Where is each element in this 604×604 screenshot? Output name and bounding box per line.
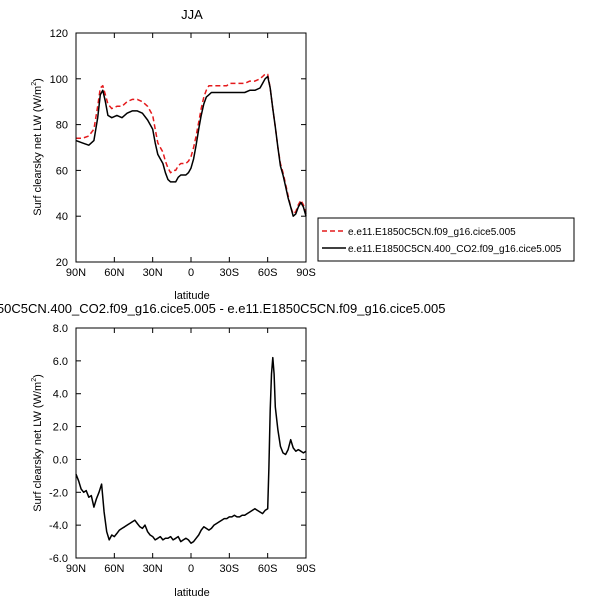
top-y-axis-title-tail: ) xyxy=(32,78,44,82)
top-legend-box xyxy=(317,217,575,262)
bottom-x-tick-label: 90N xyxy=(66,563,86,575)
bottom-y-tick-label: 8.0 xyxy=(53,323,68,335)
bottom-x-tick-label: 30N xyxy=(143,563,163,575)
top-y-tick-label: 100 xyxy=(50,74,68,86)
top-y-axis-title-main: Surf clearsky net LW (W/m xyxy=(32,86,44,216)
bottom-series-layer xyxy=(75,356,307,544)
bottom-x-tick-label: 60N xyxy=(104,563,124,575)
top-panel: JJA 90N 60N 30N 0 30S 60S 90S 20 40 60 80 100 120 la… xyxy=(31,7,575,302)
bottom-y-axis-title-tail: ) xyxy=(32,374,44,378)
legend-label-series-1: e.e11.E1850C5CN.f09_g16.cice5.005 xyxy=(348,227,516,238)
bottom-y-tick-label: -4.0 xyxy=(49,520,68,532)
bottom-y-tick-label: 2.0 xyxy=(53,422,68,434)
top-y-axis-title-superscript: 2 xyxy=(31,82,38,86)
bottom-panel-title: e.e11.E1850C5CN.400_CO2.f09_g16.cice5.00… xyxy=(0,301,445,316)
top-x-tick-label: 30S xyxy=(220,267,240,279)
legend-label-series-2: e.e11.E1850C5CN.400_CO2.f09_g16.cice5.00… xyxy=(348,244,562,255)
bottom-y-axis-title-superscript: 2 xyxy=(31,378,38,382)
top-y-tick-label: 80 xyxy=(56,120,68,132)
bottom-ticks-layer: 90N 60N 30N 0 30S 60S 90S -6.0 -4.0 -2.0 0.0 2.0 4.0… xyxy=(49,323,316,575)
bottom-y-tick-label: 4.0 xyxy=(53,389,68,401)
bottom-series-line-1 xyxy=(75,356,307,544)
bottom-plot-frame xyxy=(75,327,307,559)
top-panel-title: JJA xyxy=(181,7,203,22)
top-x-tick-label: 90N xyxy=(66,267,86,279)
bottom-x-tick-label: 0 xyxy=(188,563,194,575)
top-y-tick-label: 40 xyxy=(56,211,68,223)
top-y-tick-label: 120 xyxy=(50,28,68,40)
top-y-tick-label: 60 xyxy=(56,165,68,177)
top-y-axis-title: Surf clearsky net LW (W/m2) xyxy=(31,78,44,216)
bottom-y-tick-label: -6.0 xyxy=(49,553,68,565)
top-plot-frame xyxy=(75,32,307,263)
top-x-tick-label: 60N xyxy=(104,267,124,279)
bottom-y-axis-title: Surf clearsky net LW (W/m2) xyxy=(31,374,44,512)
bottom-y-axis-title-main: Surf clearsky net LW (W/m xyxy=(32,382,44,512)
top-x-tick-label: 30N xyxy=(143,267,163,279)
top-series-line-2 xyxy=(75,75,307,217)
top-series-layer xyxy=(75,73,307,217)
top-x-tick-label: 60S xyxy=(258,267,278,279)
bottom-x-tick-label: 30S xyxy=(220,563,240,575)
bottom-x-tick-label: 60S xyxy=(258,563,278,575)
bottom-y-tick-label: -2.0 xyxy=(49,487,68,499)
bottom-y-tick-label: 6.0 xyxy=(53,356,68,368)
bottom-x-axis-title: latitude xyxy=(174,587,209,599)
bottom-x-tick-label: 90S xyxy=(296,563,316,575)
top-legend: e.e11.E1850C5CN.f09_g16.cice5.005 e.e11.… xyxy=(317,217,575,262)
top-ticks-layer: 90N 60N 30N 0 30S 60S 90S 20 40 60 80 100 120 xyxy=(50,28,316,279)
top-x-tick-label: 0 xyxy=(188,267,194,279)
top-y-tick-label: 20 xyxy=(56,257,68,269)
top-x-tick-label: 90S xyxy=(296,267,316,279)
bottom-y-tick-label: 0.0 xyxy=(53,454,68,466)
top-x-axis-title: latitude xyxy=(174,290,209,302)
bottom-panel: e.e11.E1850C5CN.400_CO2.f09_g16.cice5.00… xyxy=(0,301,445,599)
